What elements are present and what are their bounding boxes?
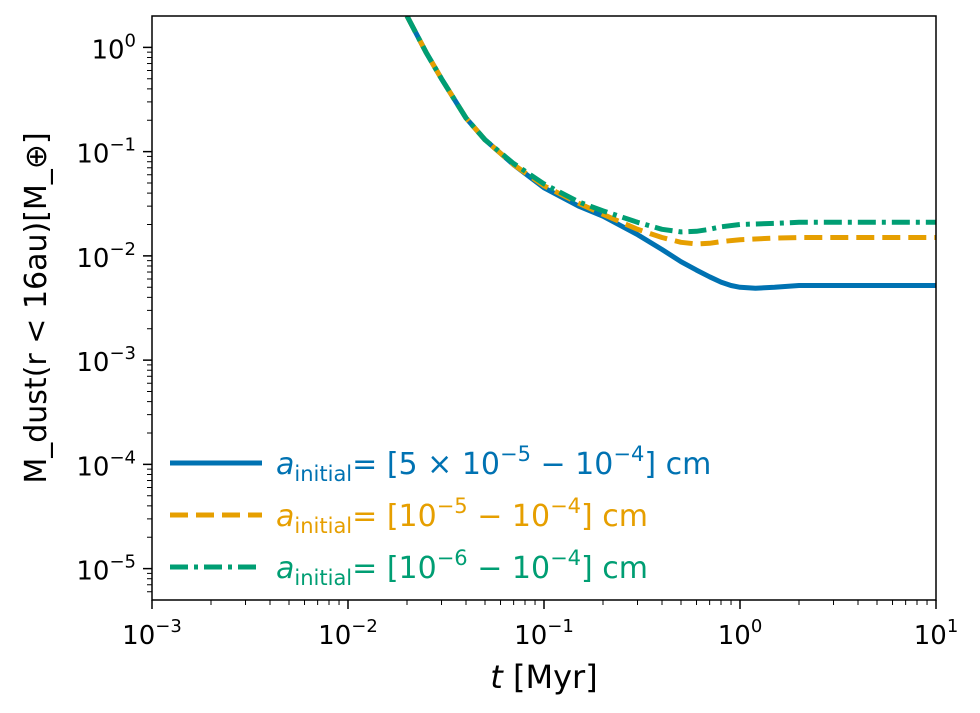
series-line-2 — [404, 16, 936, 247]
series-line-3 — [404, 16, 936, 235]
x-axis-label-unit: [Myr] — [503, 658, 598, 696]
y-tick-label-1: 10−4 — [76, 447, 136, 482]
y-tick-label-0: 10−5 — [76, 552, 136, 587]
y-axis-label: M_dust(r < 16au)[M_⊕] — [19, 132, 54, 483]
x-axis-label-var: t — [490, 658, 504, 696]
series-line-1 — [404, 16, 936, 291]
series-layer — [404, 16, 936, 291]
x-tick-label-4: 101 — [914, 616, 959, 651]
x-tick-label-3: 100 — [718, 616, 763, 651]
legend: ainitial= [5 × 10−5 − 10−4] cm ainitial= … — [170, 442, 711, 590]
ticks-layer: 10−3 10−2 10−1 100 101 10−5 10−4 10−3 10−2 10−1 10… — [76, 30, 958, 651]
y-tick-label-5: 100 — [91, 30, 136, 65]
x-tick-label-2: 10−1 — [514, 616, 574, 651]
legend-label-3: ainitial= [10−6 − 10−4] cm — [276, 546, 648, 590]
x-tick-label-0: 10−3 — [122, 616, 182, 651]
x-tick-label-1: 10−2 — [318, 616, 378, 651]
y-tick-label-2: 10−3 — [76, 343, 136, 378]
y-tick-label-3: 10−2 — [76, 239, 136, 274]
legend-label-2: ainitial= [10−5 − 10−4] cm — [276, 494, 648, 538]
legend-label-1: ainitial= [5 × 10−5 − 10−4] cm — [276, 442, 711, 486]
y-tick-label-4: 10−1 — [76, 135, 136, 170]
x-axis-label: t [Myr] — [490, 658, 597, 696]
